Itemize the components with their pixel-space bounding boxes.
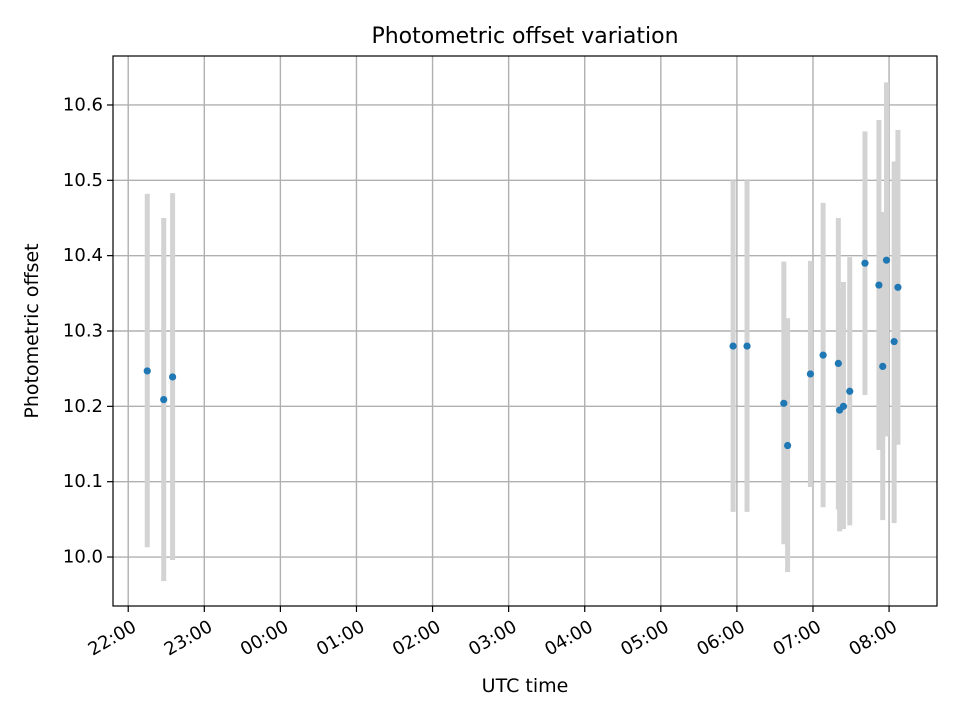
chart-title: Photometric offset variation bbox=[371, 24, 678, 49]
y-axis-ticks: 10.0 10.1 10.2 10.3 10.4 10.5 10.6 bbox=[63, 94, 113, 568]
data-point bbox=[875, 281, 883, 289]
y-tick-label: 10.1 bbox=[63, 471, 103, 492]
data-point bbox=[168, 373, 177, 381]
data-point bbox=[743, 342, 751, 350]
data-point bbox=[890, 337, 898, 346]
data-point bbox=[784, 441, 792, 450]
y-tick-label: 10.3 bbox=[63, 321, 103, 342]
data-point bbox=[861, 259, 869, 267]
data-point bbox=[839, 402, 848, 410]
x-axis-label: UTC time bbox=[482, 675, 569, 697]
data-points bbox=[143, 256, 902, 450]
data-point bbox=[879, 362, 887, 371]
y-tick-label: 10.0 bbox=[63, 547, 103, 568]
data-point bbox=[819, 351, 827, 359]
grid bbox=[113, 56, 937, 606]
y-tick-label: 10.5 bbox=[63, 170, 103, 191]
data-point bbox=[834, 359, 842, 367]
y-tick-label: 10.2 bbox=[63, 396, 103, 417]
data-point bbox=[160, 395, 168, 404]
data-point bbox=[143, 367, 151, 375]
y-tick-label: 10.6 bbox=[63, 94, 103, 115]
data-point bbox=[780, 399, 788, 407]
data-point bbox=[806, 370, 815, 378]
data-point bbox=[729, 342, 737, 350]
y-axis-label: Photometric offset bbox=[21, 243, 43, 418]
data-point bbox=[894, 283, 902, 291]
data-point bbox=[846, 387, 854, 395]
y-tick-label: 10.4 bbox=[63, 245, 103, 266]
data-point bbox=[882, 256, 891, 264]
